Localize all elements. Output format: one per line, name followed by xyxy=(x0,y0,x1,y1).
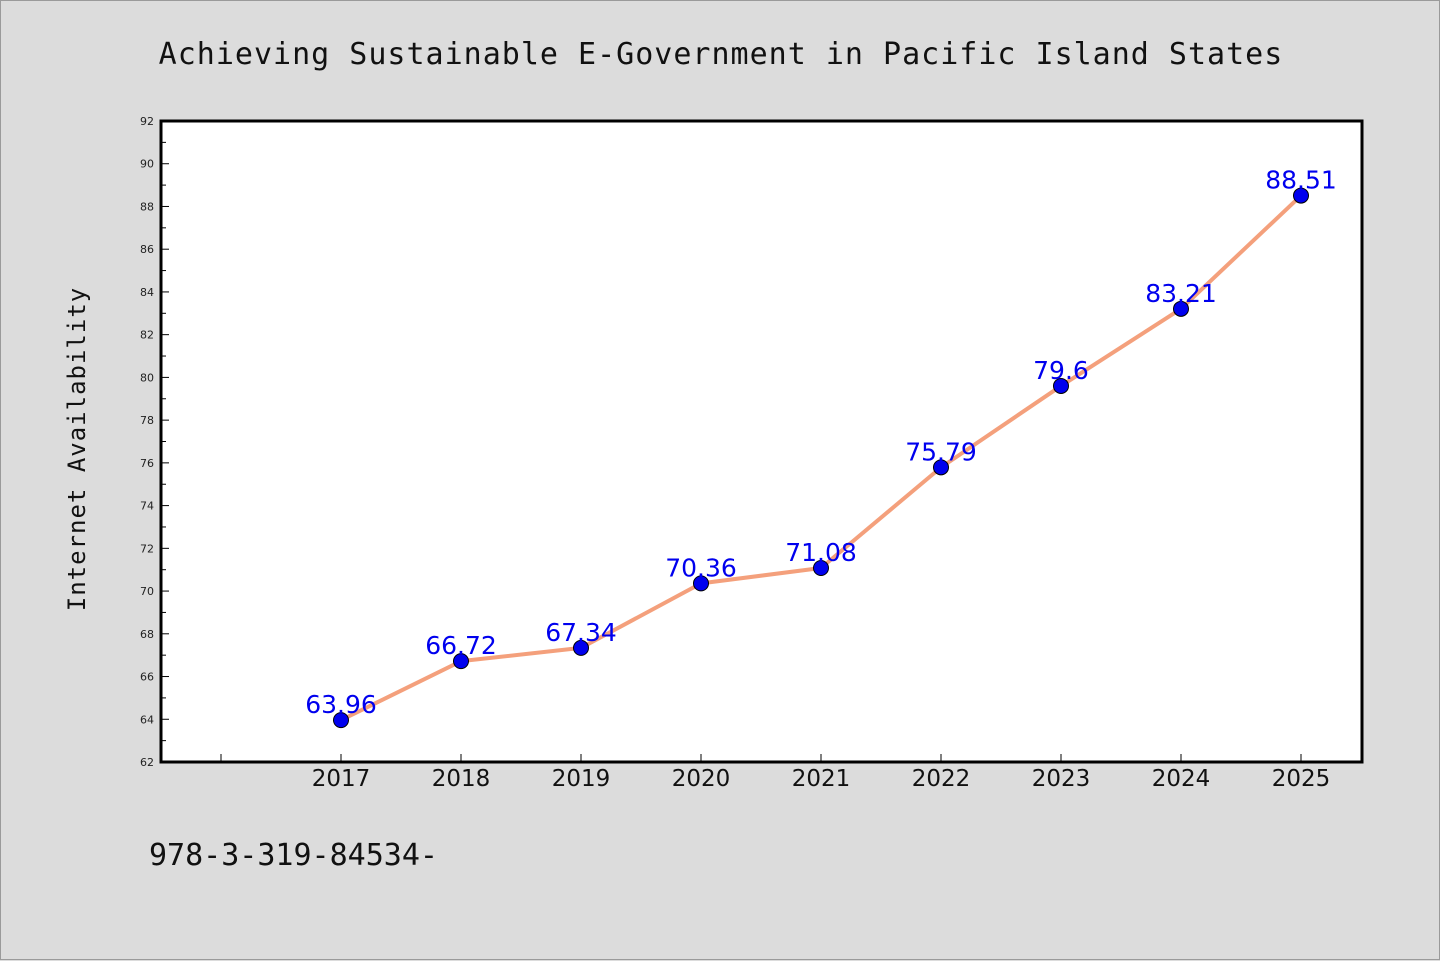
y-tick-label: 90 xyxy=(140,158,154,171)
data-label: 66.72 xyxy=(425,631,497,660)
data-point xyxy=(1293,187,1309,204)
y-tick-label: 76 xyxy=(140,457,154,470)
x-tick-label: 2024 xyxy=(1152,766,1211,792)
x-tick-label: 2019 xyxy=(552,766,611,792)
x-tick-label: 2021 xyxy=(792,766,851,792)
y-tick-label: 82 xyxy=(140,329,154,342)
x-axis-ticks: 2017 2018 2019 2020 2021 2022 2023 2024 2025 xyxy=(220,754,1331,792)
data-label: 63.96 xyxy=(305,690,377,719)
data-point xyxy=(573,639,589,656)
data-point xyxy=(453,653,469,670)
x-tick-label: 2020 xyxy=(672,766,731,792)
y-tick-label: 64 xyxy=(140,713,154,726)
data-markers xyxy=(333,187,1309,729)
y-tick-label: 74 xyxy=(140,500,154,513)
data-label: 88.51 xyxy=(1265,166,1337,195)
y-tick-label: 80 xyxy=(140,371,154,384)
data-label: 75.79 xyxy=(905,437,977,466)
y-axis-ticks: 62 64 66 68 70 72 74 76 78 80 82 84 86 88 90 92 xyxy=(140,115,169,769)
data-labels: 63.96 66.72 67.34 70.36 71.08 75.79 79.6 83.21 8… xyxy=(305,166,1337,720)
data-point xyxy=(813,559,829,576)
data-point xyxy=(1053,377,1069,394)
data-point xyxy=(933,459,949,476)
y-tick-label: 62 xyxy=(140,756,154,769)
data-label: 79.6 xyxy=(1033,356,1089,385)
x-tick-label: 2023 xyxy=(1032,766,1091,792)
footer-text: 978-3-319-84534- xyxy=(149,838,438,873)
y-axis-label: Internet Availability xyxy=(63,287,91,611)
data-point xyxy=(693,575,709,592)
y-tick-label: 66 xyxy=(140,671,154,684)
data-label: 71.08 xyxy=(785,538,857,567)
plot-area xyxy=(159,119,1364,764)
data-label: 83.21 xyxy=(1145,279,1217,308)
x-tick-label: 2025 xyxy=(1272,766,1331,792)
y-tick-label: 86 xyxy=(140,243,154,256)
x-tick-label: 2022 xyxy=(912,766,971,792)
data-point xyxy=(1173,300,1189,317)
chart-title: Achieving Sustainable E-Government in Pa… xyxy=(159,37,1284,72)
data-label: 67.34 xyxy=(545,618,617,647)
y-tick-label: 72 xyxy=(140,542,154,555)
y-tick-label: 78 xyxy=(140,414,154,427)
y-tick-label: 92 xyxy=(140,115,154,128)
x-tick-label: 2018 xyxy=(432,766,491,792)
y-tick-label: 84 xyxy=(140,286,154,299)
y-tick-label: 68 xyxy=(140,628,154,641)
x-tick-label: 2017 xyxy=(312,766,371,792)
data-point xyxy=(333,712,349,729)
y-tick-label: 70 xyxy=(140,585,154,598)
data-label: 70.36 xyxy=(665,553,737,582)
y-tick-label: 88 xyxy=(140,200,154,213)
